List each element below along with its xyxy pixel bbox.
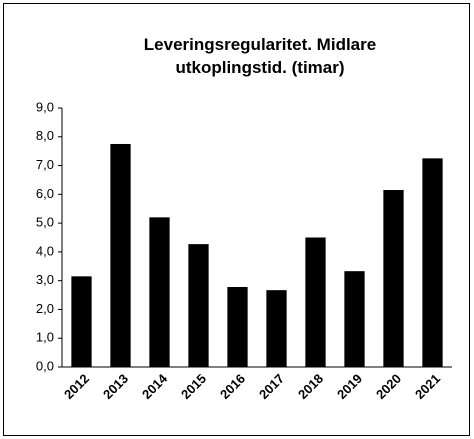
bar [266, 290, 287, 367]
y-tick-label: 9,0 [36, 99, 54, 114]
chart-title: Leveringsregularitet. Midlare utkoplings… [143, 35, 377, 77]
y-tick-label: 5,0 [36, 215, 54, 230]
bar [227, 286, 248, 367]
y-tick-label: 8,0 [36, 128, 54, 143]
y-tick-label: 2,0 [36, 301, 54, 316]
bar [422, 158, 443, 367]
bar [305, 237, 326, 367]
bar [383, 190, 404, 367]
y-tick-label: 1,0 [36, 330, 54, 345]
y-tick-label: 0,0 [36, 358, 54, 373]
bar [110, 143, 131, 367]
y-tick-label: 7,0 [36, 157, 54, 172]
y-tick-label: 6,0 [36, 186, 54, 201]
bar [149, 217, 170, 367]
bar [344, 271, 365, 367]
y-tick-label: 3,0 [36, 272, 54, 287]
bar [188, 244, 209, 367]
y-tick-label: 4,0 [36, 243, 54, 258]
bar [71, 276, 92, 367]
